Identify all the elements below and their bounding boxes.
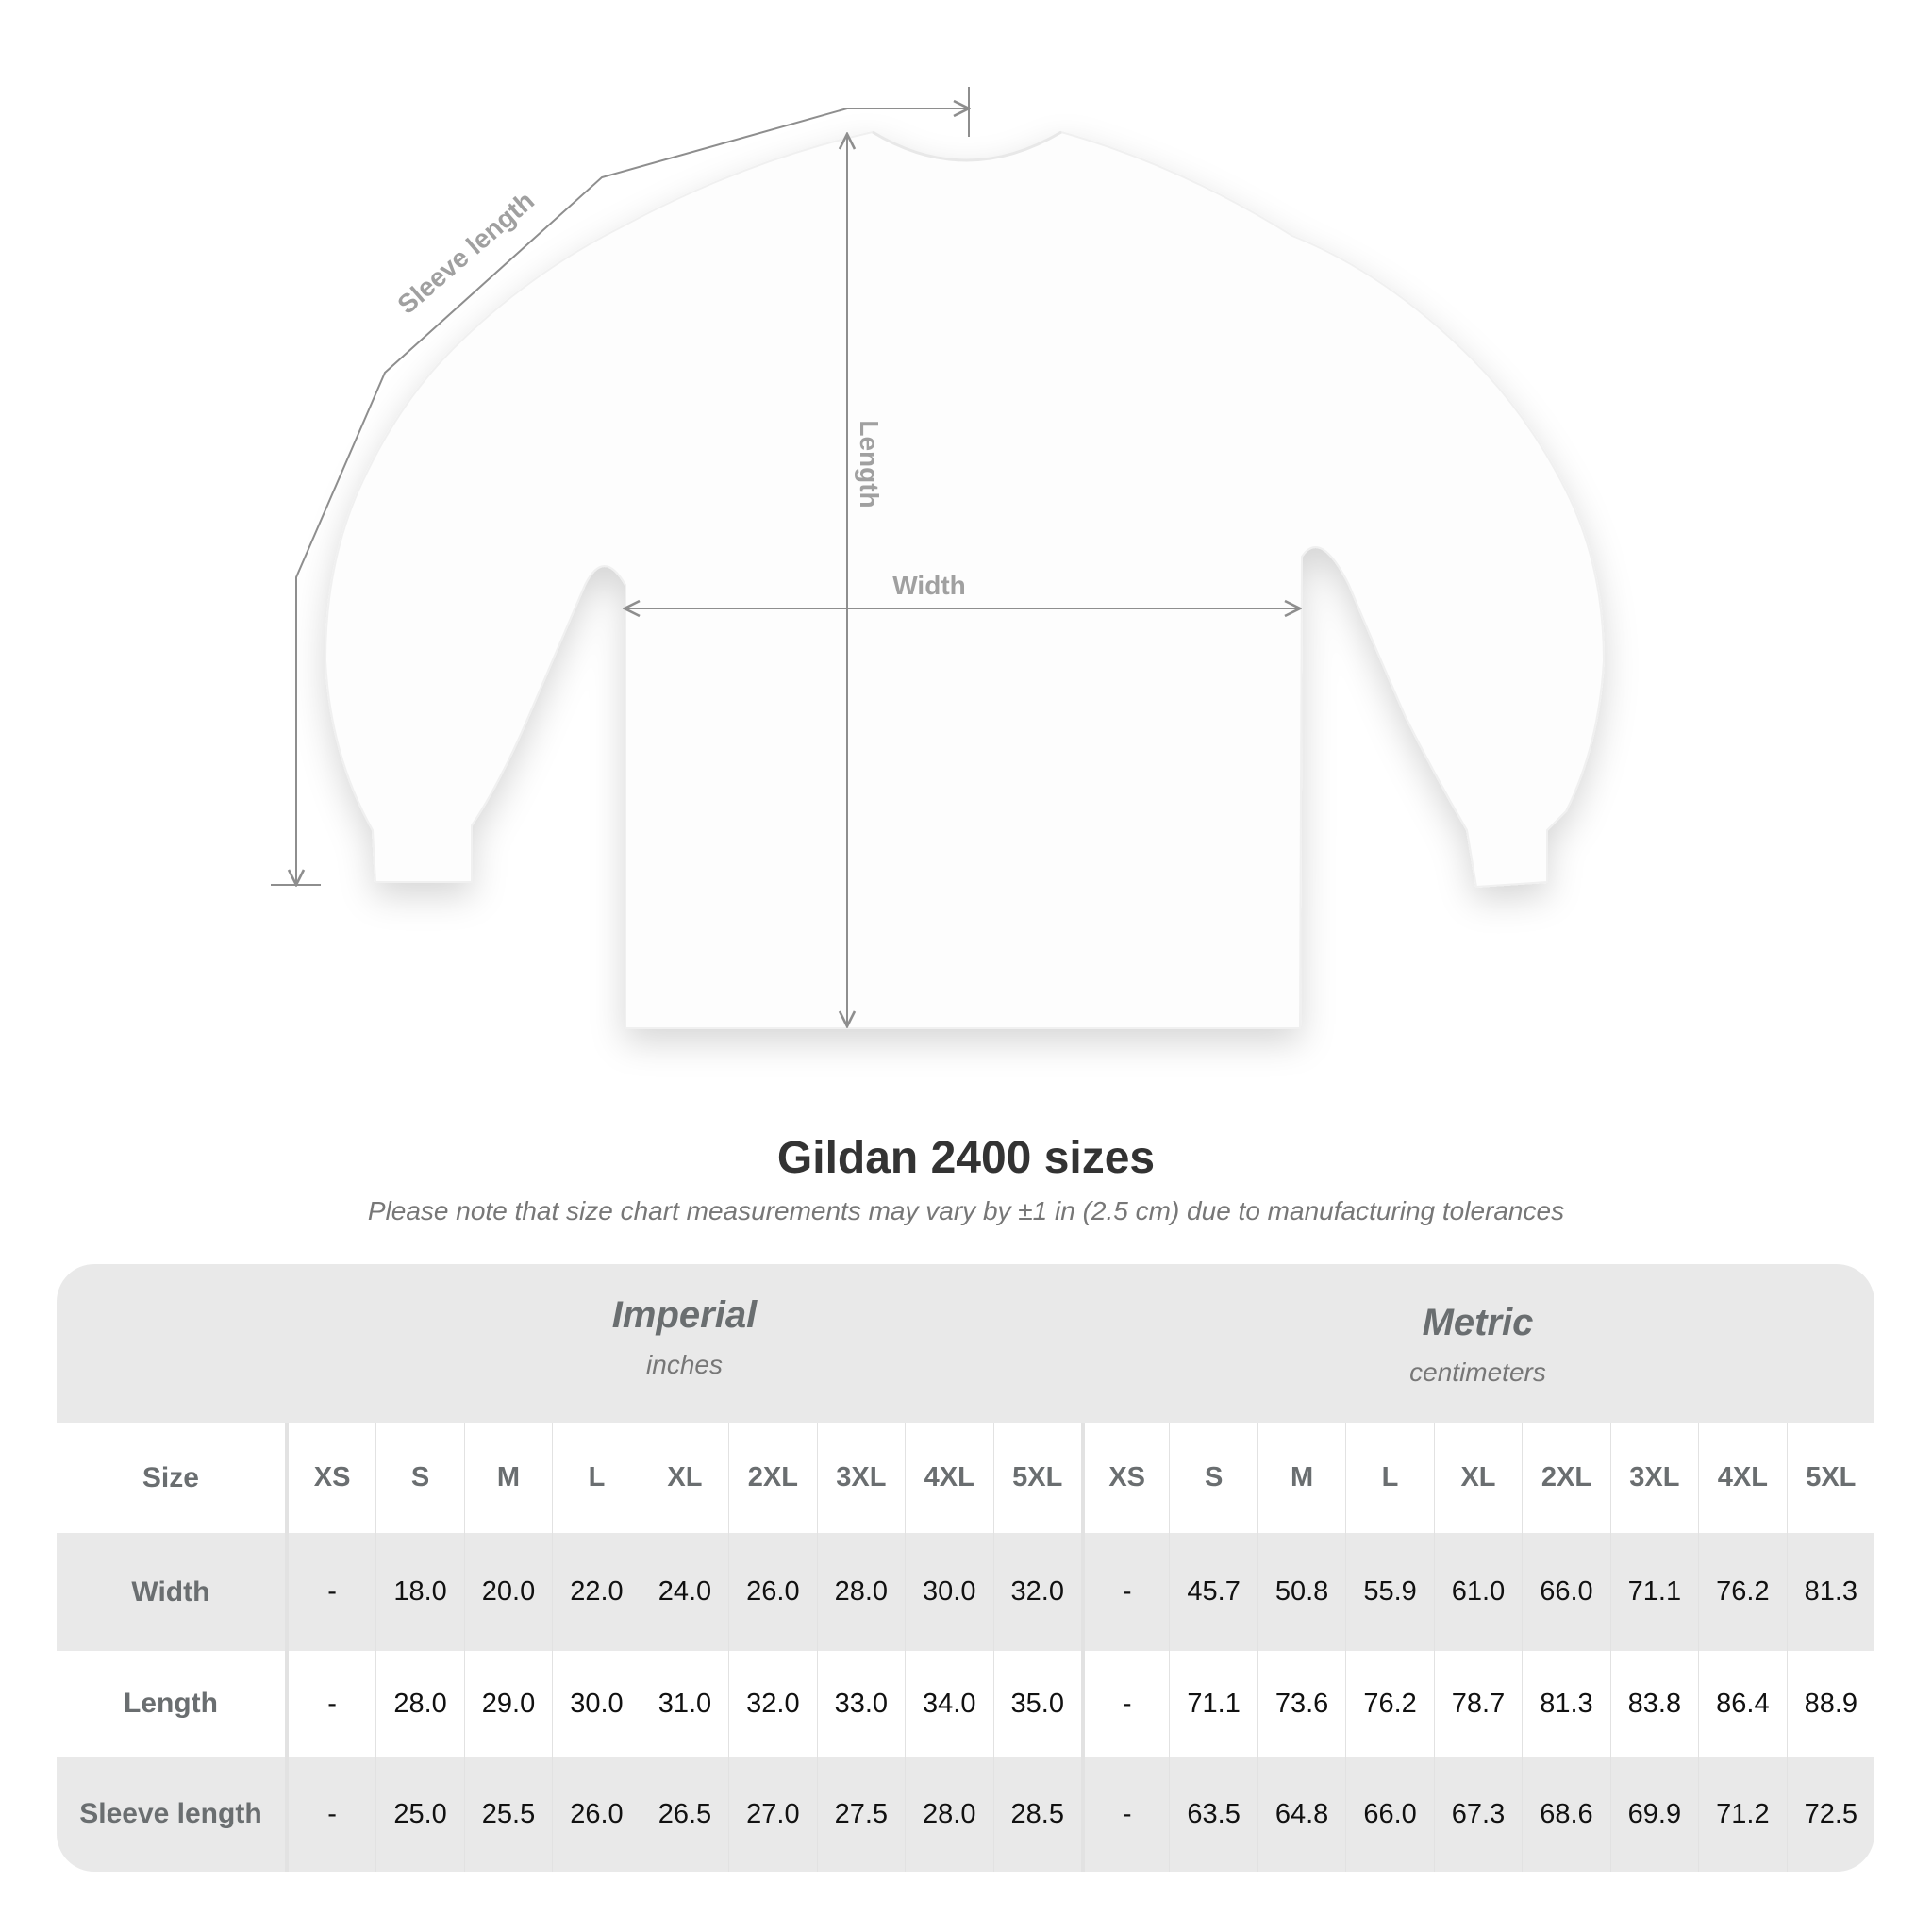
value-imperial: 29.0 — [463, 1651, 552, 1757]
row-label: Length — [57, 1651, 288, 1757]
value-imperial: 31.0 — [640, 1651, 728, 1757]
size-metric: M — [1257, 1423, 1345, 1533]
value-imperial: 30.0 — [905, 1533, 992, 1651]
metric-header: Metric centimeters — [1081, 1302, 1874, 1388]
value-imperial: 35.0 — [992, 1651, 1081, 1757]
imperial-title: Imperial — [611, 1294, 758, 1336]
metric-unit: centimeters — [1409, 1357, 1546, 1387]
value-metric: 81.3 — [1522, 1651, 1609, 1757]
value-imperial: 30.0 — [552, 1651, 640, 1757]
value-metric: 45.7 — [1169, 1533, 1257, 1651]
length-label: Length — [855, 420, 884, 508]
table-row: Length -28.0 29.0 30.0 31.0 32.0 33.0 34.0 35.0-… — [57, 1651, 1874, 1757]
size-imperial: 4XL — [905, 1423, 992, 1533]
value-metric: 86.4 — [1698, 1651, 1786, 1757]
width-label: Width — [892, 571, 966, 600]
value-imperial: 28.0 — [816, 1533, 905, 1651]
value-imperial: 20.0 — [463, 1533, 552, 1651]
value-metric: 76.2 — [1698, 1533, 1786, 1651]
size-metric: 2XL — [1522, 1423, 1609, 1533]
size-imperial: 2XL — [728, 1423, 816, 1533]
value-imperial: 24.0 — [640, 1533, 728, 1651]
metric-title: Metric — [1422, 1302, 1534, 1343]
size-metric: S — [1169, 1423, 1257, 1533]
size-imperial: M — [463, 1423, 552, 1533]
value-metric: 76.2 — [1345, 1651, 1433, 1757]
value-metric: 63.5 — [1169, 1757, 1257, 1872]
size-metric: XS — [1080, 1423, 1169, 1533]
size-imperial: L — [552, 1423, 640, 1533]
size-imperial: 3XL — [816, 1423, 905, 1533]
row-label: Width — [57, 1533, 288, 1651]
size-table: Imperial inches Metric centimeters Size X… — [57, 1264, 1874, 1872]
value-metric: - — [1080, 1651, 1169, 1757]
value-metric: - — [1080, 1533, 1169, 1651]
value-imperial: 27.5 — [816, 1757, 905, 1872]
table-row: Width -18.0 20.0 22.0 24.0 26.0 28.0 30.0 32.0-4… — [57, 1533, 1874, 1651]
value-imperial: 26.0 — [552, 1757, 640, 1872]
value-metric: 67.3 — [1433, 1757, 1522, 1872]
value-metric: 71.2 — [1698, 1757, 1786, 1872]
value-imperial: 28.5 — [992, 1757, 1081, 1872]
value-imperial: 22.0 — [552, 1533, 640, 1651]
size-metric: 4XL — [1698, 1423, 1786, 1533]
sleeve-length-measure — [271, 87, 969, 885]
value-imperial: - — [287, 1533, 375, 1651]
value-metric: 71.1 — [1609, 1533, 1698, 1651]
value-imperial: 26.0 — [728, 1533, 816, 1651]
size-imperial: S — [375, 1423, 463, 1533]
long-sleeve-shirt — [324, 130, 1606, 1029]
size-metric: XL — [1433, 1423, 1522, 1533]
value-imperial: 34.0 — [905, 1651, 992, 1757]
value-metric: - — [1080, 1757, 1169, 1872]
size-metric: 5XL — [1786, 1423, 1874, 1533]
value-imperial: 32.0 — [992, 1533, 1081, 1651]
value-imperial: 18.0 — [375, 1533, 463, 1651]
value-metric: 81.3 — [1786, 1533, 1874, 1651]
imperial-header: Imperial inches — [288, 1294, 1081, 1380]
value-metric: 50.8 — [1257, 1533, 1345, 1651]
value-imperial: 32.0 — [728, 1651, 816, 1757]
value-imperial: 33.0 — [816, 1651, 905, 1757]
value-metric: 72.5 — [1786, 1757, 1874, 1872]
page-title: Gildan 2400 sizes — [776, 1133, 1156, 1183]
value-metric: 68.6 — [1522, 1757, 1609, 1872]
size-header-row: Size XS S M L XL 2XL 3XL 4XL 5XL XS S M L XL 2XL 3XL 4XL 5… — [57, 1423, 1874, 1533]
value-metric: 78.7 — [1433, 1651, 1522, 1757]
row-label: Sleeve length — [57, 1757, 288, 1872]
value-metric: 73.6 — [1257, 1651, 1345, 1757]
value-metric: 69.9 — [1609, 1757, 1698, 1872]
size-imperial: XS — [287, 1423, 375, 1533]
value-imperial: 26.5 — [640, 1757, 728, 1872]
value-metric: 83.8 — [1609, 1651, 1698, 1757]
size-imperial: 5XL — [992, 1423, 1081, 1533]
value-metric: 55.9 — [1345, 1533, 1433, 1651]
value-imperial: - — [287, 1651, 375, 1757]
value-metric: 66.0 — [1522, 1533, 1609, 1651]
value-metric: 61.0 — [1433, 1533, 1522, 1651]
unit-header: Imperial inches Metric centimeters — [57, 1264, 1874, 1423]
row-label: Size — [57, 1423, 288, 1533]
value-imperial: 25.5 — [463, 1757, 552, 1872]
value-metric: 64.8 — [1257, 1757, 1345, 1872]
imperial-unit: inches — [646, 1350, 723, 1379]
value-imperial: 28.0 — [905, 1757, 992, 1872]
size-imperial: XL — [640, 1423, 728, 1533]
value-imperial: - — [287, 1757, 375, 1872]
size-metric: 3XL — [1609, 1423, 1698, 1533]
value-imperial: 27.0 — [728, 1757, 816, 1872]
value-imperial: 28.0 — [375, 1651, 463, 1757]
value-metric: 88.9 — [1786, 1651, 1874, 1757]
table-row: Sleeve length -25.0 25.5 26.0 26.5 27.0 27.5 28… — [57, 1757, 1874, 1872]
value-imperial: 25.0 — [375, 1757, 463, 1872]
tolerance-note: Please note that size chart measurements… — [367, 1196, 1565, 1225]
size-metric: L — [1345, 1423, 1433, 1533]
value-metric: 66.0 — [1345, 1757, 1433, 1872]
value-metric: 71.1 — [1169, 1651, 1257, 1757]
